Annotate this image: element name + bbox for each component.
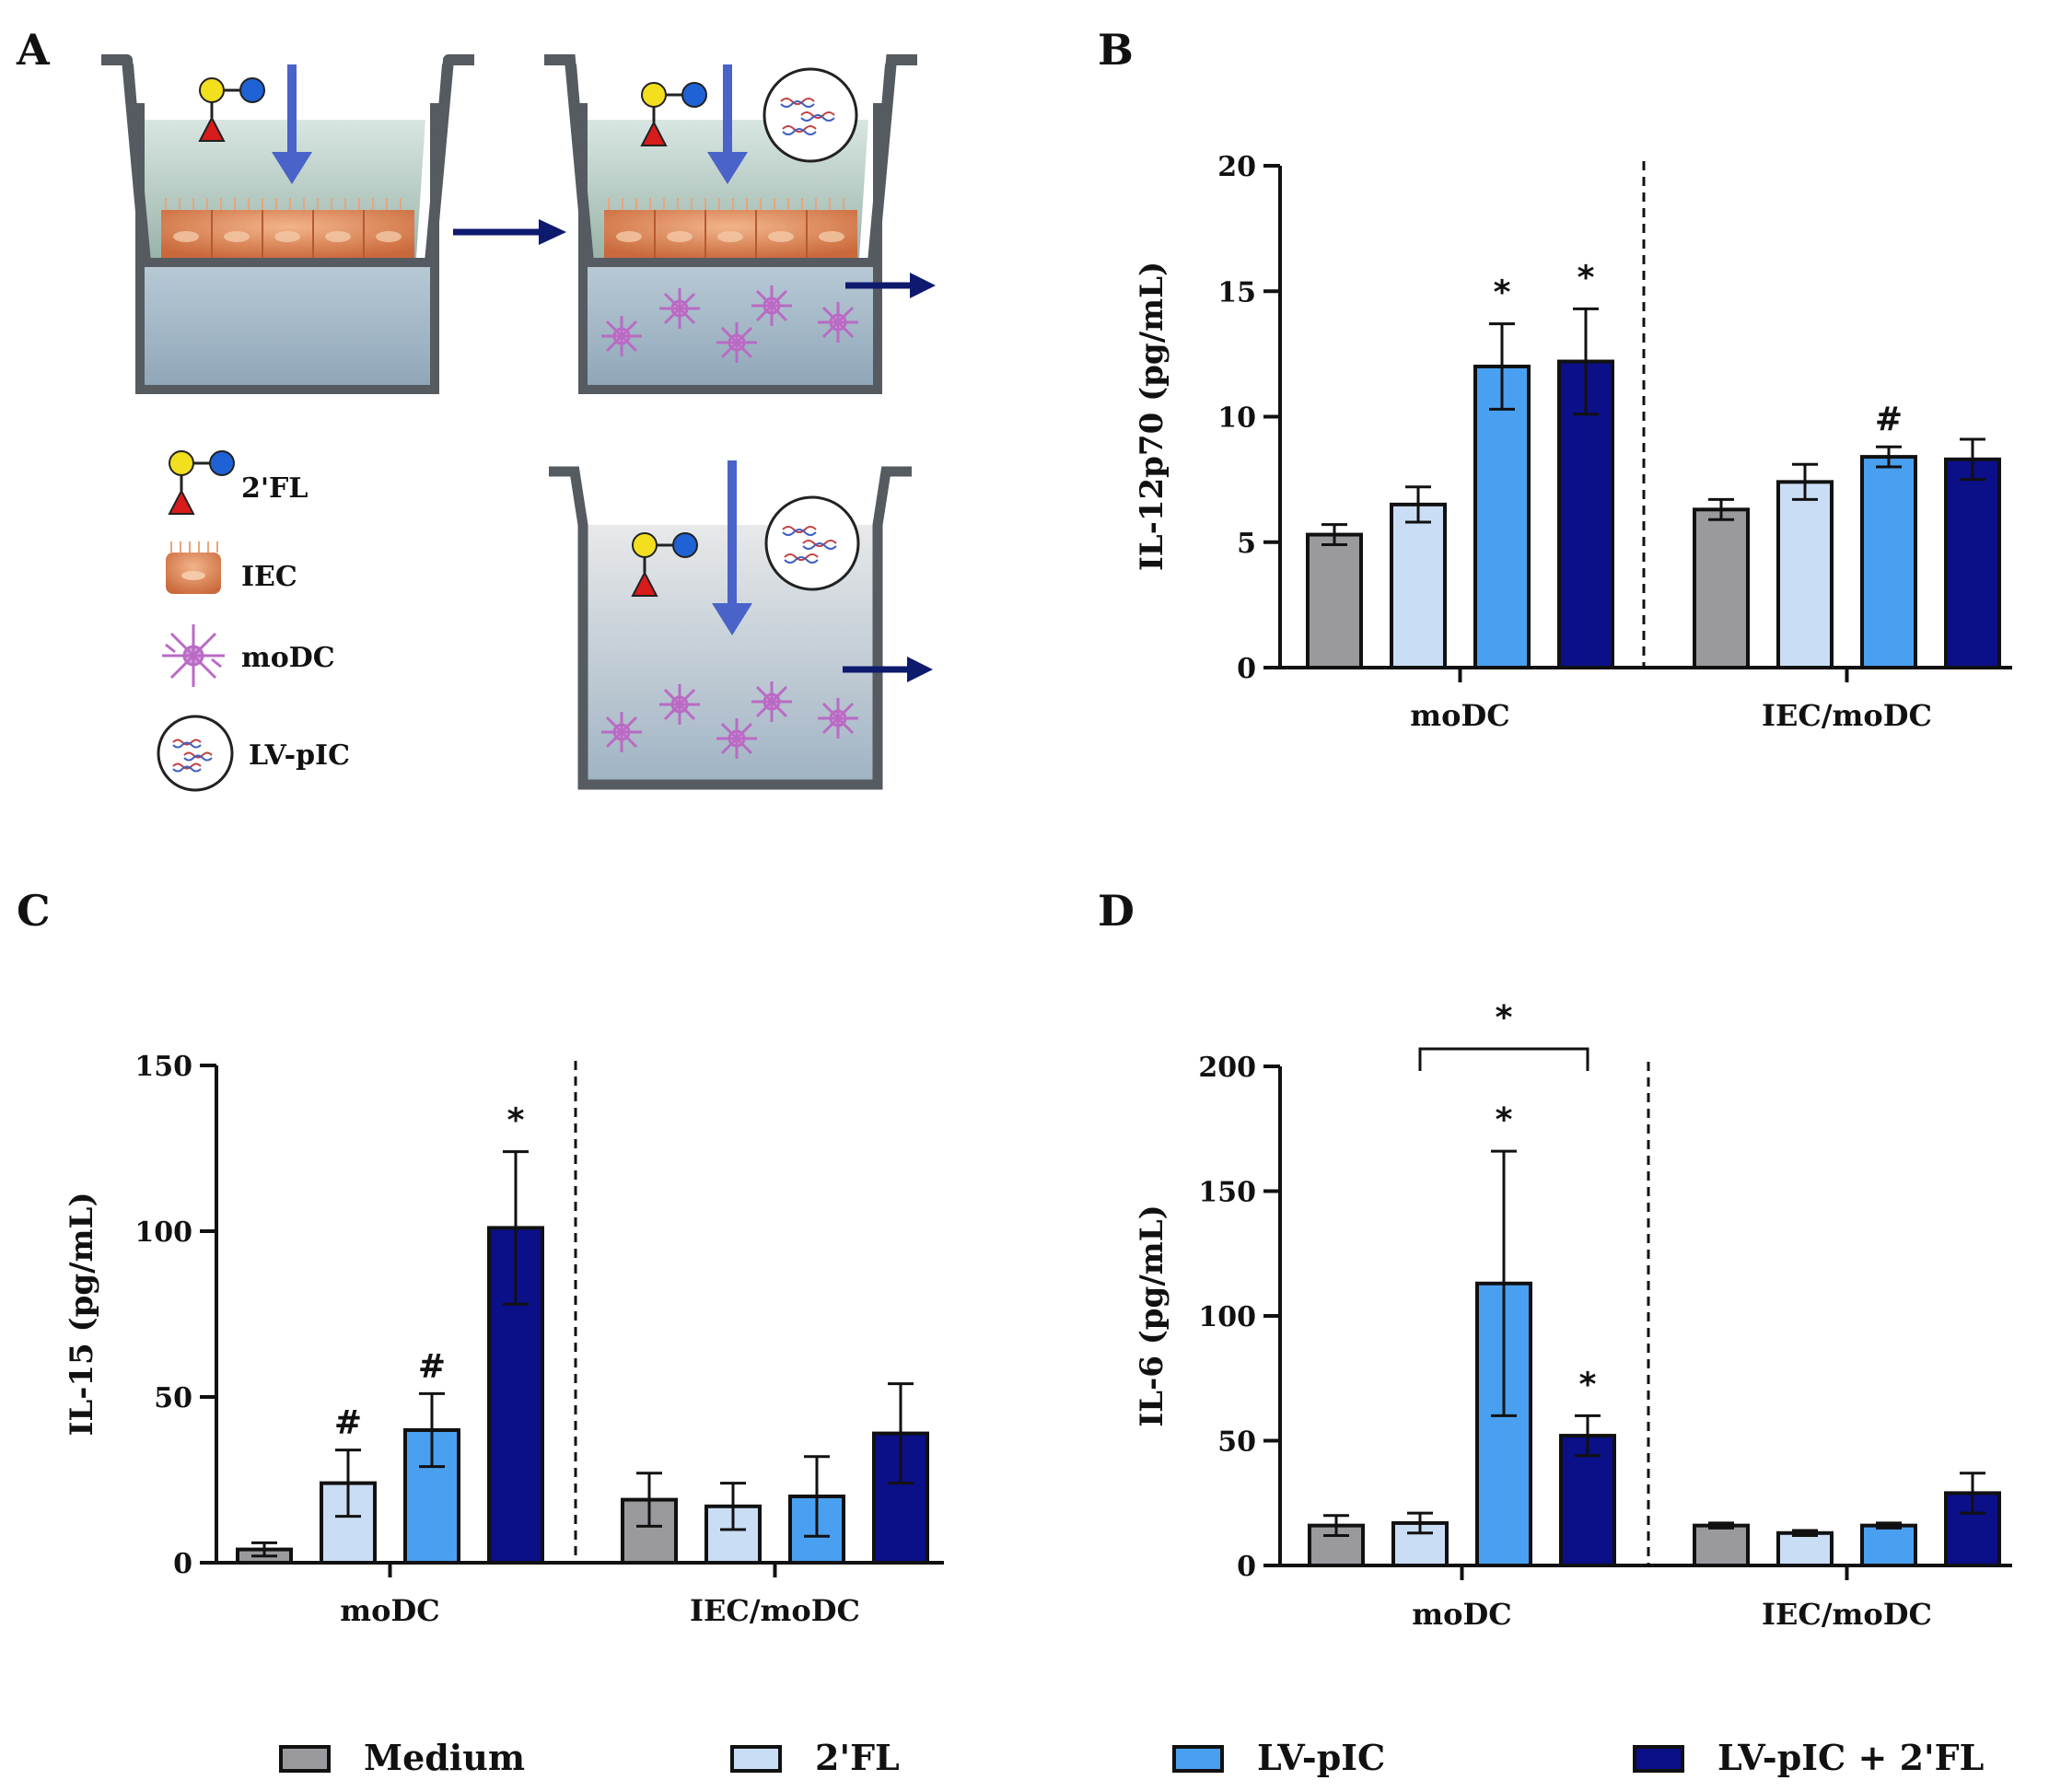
significance-label: * bbox=[1494, 274, 1511, 312]
bar bbox=[1860, 455, 1917, 669]
schematic-legend-label: 2'FL bbox=[241, 472, 308, 505]
x-tick-label: moDC bbox=[340, 1593, 439, 1628]
significance-label: * bbox=[1496, 999, 1513, 1037]
x-tick-label: IEC/moDC bbox=[1762, 698, 1932, 733]
modc-cells-icon bbox=[601, 285, 858, 363]
panel-letter-b: B bbox=[1098, 25, 1134, 75]
hmo-2fl-icon bbox=[168, 450, 235, 515]
bar bbox=[1693, 507, 1750, 670]
y-tick-label: 0 bbox=[1237, 1551, 1256, 1583]
iec-layer-icon bbox=[161, 198, 414, 258]
down-arrow-icon bbox=[707, 64, 748, 184]
significance-label: # bbox=[1875, 401, 1903, 438]
schematic-transwell-2 bbox=[544, 54, 917, 394]
y-tick-label: 100 bbox=[1198, 1301, 1256, 1333]
iec-cells-icon bbox=[166, 541, 221, 594]
legend-item: LV-pIC + 2'FL bbox=[1633, 1737, 1984, 1778]
down-arrow-icon bbox=[272, 64, 312, 184]
y-tick-label: 0 bbox=[173, 1548, 192, 1580]
chart-il15: 0 50 100 150 IL-15 (pg/mL) moDC IEC/moDC # # * bbox=[64, 1051, 944, 1628]
bar bbox=[1776, 1530, 1834, 1568]
panel-letter-d: D bbox=[1098, 886, 1135, 936]
significance-label: * bbox=[507, 1102, 525, 1140]
legend-swatch bbox=[279, 1745, 331, 1773]
right-arrow-icon bbox=[453, 219, 566, 245]
legend-label: LV-pIC + 2'FL bbox=[1717, 1737, 1984, 1778]
schematic-transwell-1 bbox=[101, 54, 474, 394]
modc-cells-icon bbox=[601, 681, 858, 759]
bar bbox=[1390, 502, 1447, 669]
y-tick-label: 10 bbox=[1217, 402, 1256, 435]
y-axis-label: IL-6 (pg/mL) bbox=[1134, 1204, 1170, 1426]
legend-item: Medium bbox=[279, 1737, 525, 1778]
schematic-legend-label: moDC bbox=[241, 642, 335, 674]
y-tick-label: 15 bbox=[1217, 276, 1256, 308]
bar bbox=[1559, 1434, 1616, 1567]
legend-label: 2'FL bbox=[815, 1737, 900, 1778]
significance-label: * bbox=[1496, 1101, 1513, 1139]
significance-bracket bbox=[1418, 1047, 1589, 1072]
legend-item: LV-pIC bbox=[1172, 1737, 1385, 1778]
legend-swatch bbox=[1172, 1745, 1224, 1773]
significance-label: # bbox=[334, 1404, 362, 1442]
significance-label: * bbox=[1579, 1366, 1597, 1403]
y-tick-label: 50 bbox=[1217, 1426, 1256, 1459]
significance-label: # bbox=[418, 1347, 446, 1385]
lv-pic-vesicle-icon bbox=[763, 67, 858, 163]
hmo-2fl-molecule-icon bbox=[640, 82, 707, 146]
legend-swatch bbox=[1633, 1745, 1684, 1773]
y-tick-label: 150 bbox=[134, 1051, 192, 1083]
y-tick-label: 20 bbox=[1217, 151, 1256, 183]
down-arrow-icon bbox=[712, 460, 752, 635]
lv-pic-vesicle-icon bbox=[764, 495, 860, 591]
right-arrow-icon bbox=[845, 273, 936, 298]
chart-legend: Medium 2'FL LV-pIC LV-pIC + 2'FL bbox=[279, 1737, 1984, 1778]
chart-il6: 0 50 100 150 200 IL-6 (pg/mL) moDC IEC/moDC * * * bbox=[1134, 999, 2012, 1632]
right-arrow-icon bbox=[843, 657, 933, 682]
schematic-transwell-3 bbox=[549, 460, 912, 790]
schematic-legend: 2'FL IEC moDC LV-pIC bbox=[157, 450, 350, 792]
x-tick-label: IEC/moDC bbox=[690, 1593, 860, 1628]
panel-letter-a: A bbox=[16, 25, 51, 75]
legend-label: Medium bbox=[364, 1737, 525, 1778]
bar bbox=[1473, 365, 1531, 669]
y-tick-label: 200 bbox=[1198, 1052, 1256, 1084]
y-tick-label: 150 bbox=[1198, 1177, 1256, 1209]
panel-letter-c: C bbox=[17, 886, 51, 936]
bar bbox=[1693, 1523, 1750, 1568]
y-tick-label: 5 bbox=[1237, 528, 1256, 560]
hmo-2fl-molecule-icon bbox=[198, 77, 265, 142]
x-tick-label: IEC/moDC bbox=[1762, 1597, 1932, 1632]
x-tick-label: moDC bbox=[1412, 1597, 1511, 1632]
bar bbox=[1944, 457, 2001, 670]
chart-il12p70: 0 5 10 15 20 IL-12p70 (pg/mL) moDC IEC/moDC * * # bbox=[1134, 151, 2012, 733]
iec-layer-icon bbox=[604, 198, 857, 258]
legend-item: 2'FL bbox=[730, 1737, 900, 1778]
schematic-legend-label: IEC bbox=[241, 561, 297, 593]
y-tick-label: 50 bbox=[154, 1382, 192, 1414]
y-tick-label: 0 bbox=[1237, 653, 1256, 685]
legend-swatch bbox=[730, 1745, 782, 1773]
y-axis-label: IL-15 (pg/mL) bbox=[64, 1192, 100, 1436]
y-axis-label: IL-12p70 (pg/mL) bbox=[1134, 262, 1170, 571]
legend-label: LV-pIC bbox=[1257, 1737, 1385, 1778]
hmo-2fl-molecule-icon bbox=[631, 532, 698, 597]
y-tick-label: 100 bbox=[134, 1216, 192, 1249]
bar bbox=[1306, 532, 1363, 670]
schematic-legend-label: LV-pIC bbox=[249, 739, 350, 772]
significance-label: * bbox=[1577, 259, 1595, 297]
lv-pic-vesicle-icon bbox=[157, 715, 234, 792]
x-tick-label: moDC bbox=[1410, 698, 1509, 733]
bar bbox=[1860, 1523, 1917, 1568]
modc-cell-icon bbox=[162, 624, 225, 687]
bar bbox=[1776, 480, 1834, 669]
